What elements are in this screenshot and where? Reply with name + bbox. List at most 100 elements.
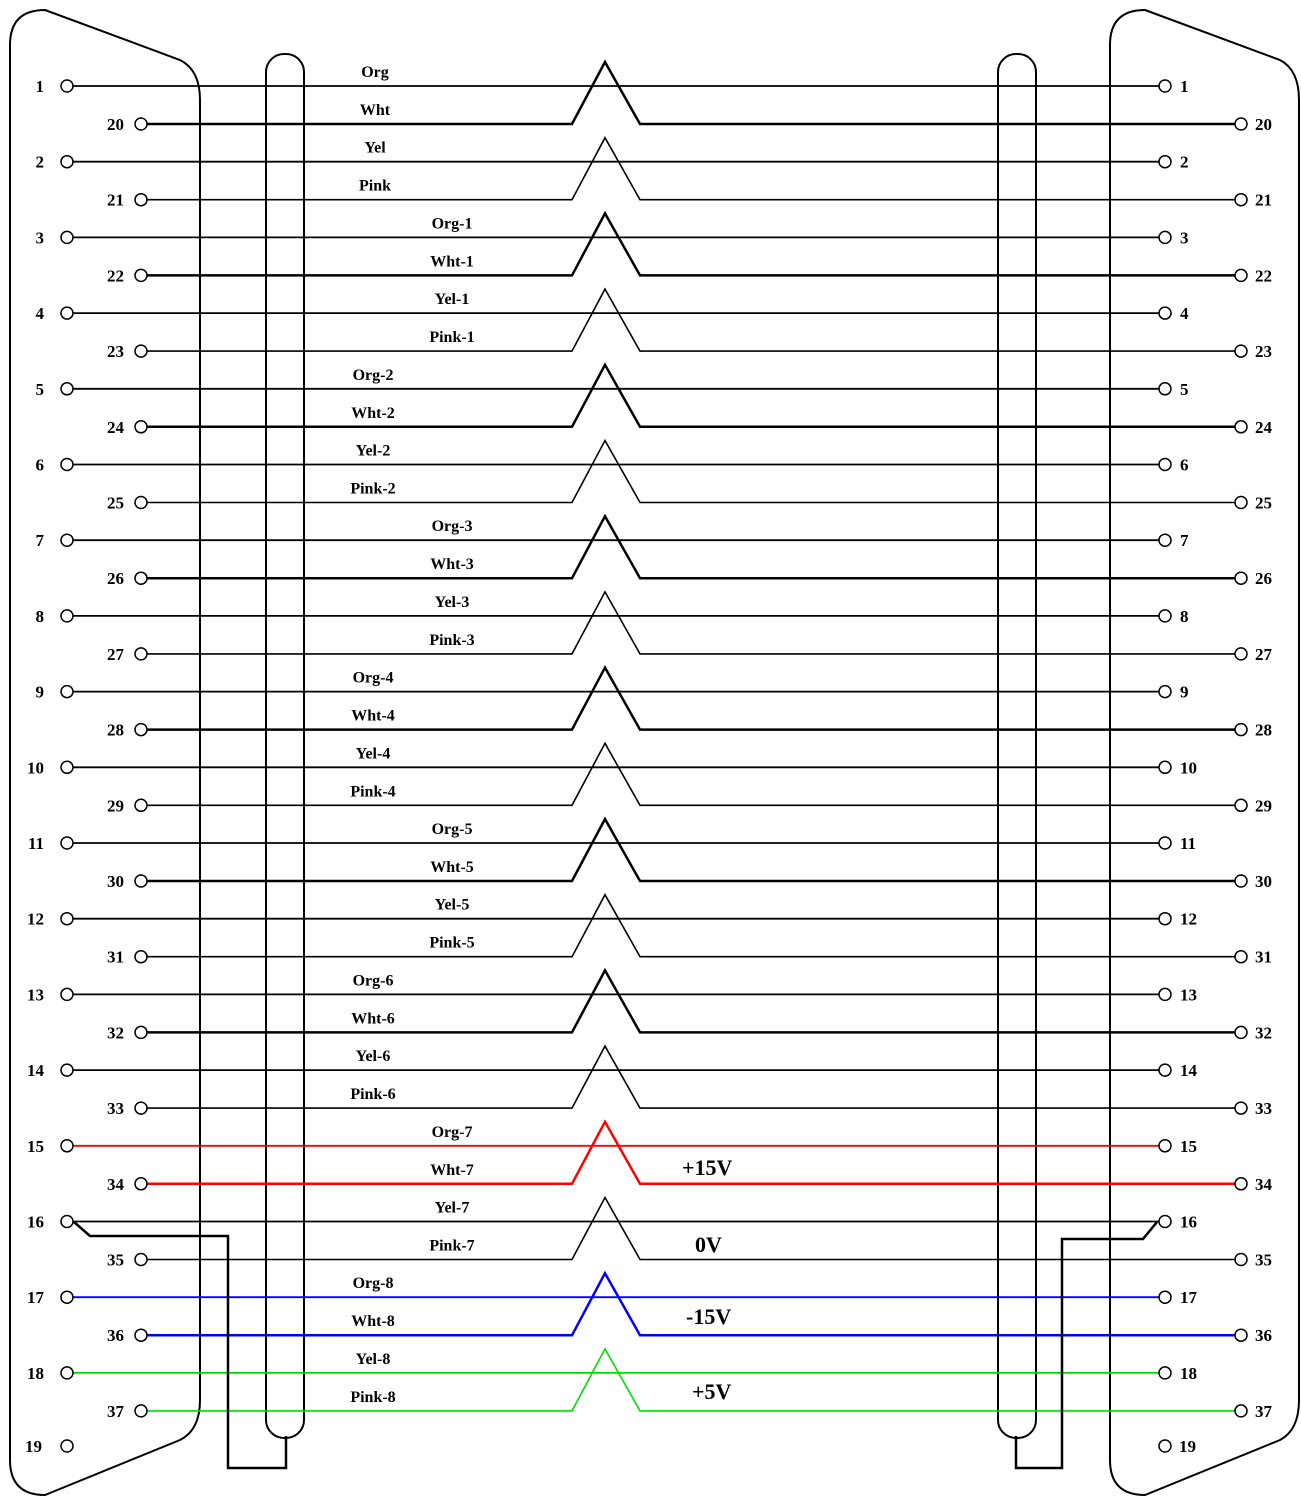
right-pin-7-label: 7 [1180,531,1189,550]
right-pin-24 [1234,420,1248,434]
wire-30 [147,816,1235,883]
wire-label-30: Wht-5 [430,859,474,876]
left-pin-4-label: 4 [36,304,45,323]
left-pin-31-label: 31 [107,948,124,967]
left-pin-33 [134,1101,148,1115]
right-pin-18 [1158,1366,1172,1380]
left-pin-label-19: 19 [25,1437,42,1456]
right-pin-35-label: 35 [1255,1251,1272,1270]
left-pin-31 [134,949,148,964]
wire-label-16: Yel-7 [435,1200,470,1217]
right-pin-7 [1158,533,1172,547]
wire-label-31: Pink-5 [429,935,474,952]
right-pin-21-label: 21 [1255,191,1272,210]
right-pin-26 [1234,571,1248,585]
wire-label-21: Pink [359,178,391,195]
left-pin-20-label: 20 [107,115,124,134]
right-pin-33-label: 33 [1255,1099,1272,1118]
right-pin-25-label: 25 [1255,494,1272,513]
left-pin-28 [134,722,148,737]
right-pin-36 [1234,1328,1248,1342]
wire-28 [147,665,1235,731]
right-pin-5-label: 5 [1180,380,1189,399]
left-pin-17 [60,1290,74,1304]
left-pin-2 [60,154,74,169]
wire-23 [147,287,1235,352]
wire-label-2: Yel [364,140,386,157]
left-pin-8 [60,609,74,623]
left-pin-35-label: 35 [107,1251,124,1270]
wire-label-25: Pink-2 [350,481,395,498]
wire-27 [147,590,1235,655]
wire-20 [147,59,1235,126]
wire-31 [147,893,1235,958]
left-pin-32-label: 32 [107,1023,124,1042]
right-pin-15-label: 15 [1180,1137,1197,1156]
left-shield-drain-wire [73,1221,288,1470]
right-pin-8 [1158,609,1172,623]
left-pin-30 [134,874,148,888]
right-pin-37 [1234,1404,1248,1418]
wire-32 [147,967,1235,1034]
wire-label-20: Wht [360,102,391,119]
left-pin-6 [60,457,74,472]
right-pin-29-label: 29 [1255,796,1272,815]
wire-label-23: Pink-1 [429,329,474,346]
wire-label-14: Yel-6 [356,1048,391,1065]
wire-label-22: Wht-1 [430,253,474,270]
left-pin-13-label: 13 [27,985,44,1004]
wire-label-26: Wht-3 [430,556,474,573]
wire-21 [147,136,1235,201]
wire-label-1: Org [361,64,389,81]
right-pin-8-label: 8 [1180,607,1189,626]
left-pin-11-label: 11 [28,834,44,853]
right-shield-drain-wire [1014,1221,1158,1470]
wire-26 [147,513,1235,580]
right-pin-30-label: 30 [1255,872,1272,891]
wire-37 [147,1347,1235,1412]
right-pin-24-label: 24 [1255,418,1273,437]
right-pin-28-label: 28 [1255,721,1272,740]
wire-29 [147,741,1235,807]
left-pin-25 [134,495,148,510]
left-pin-30-label: 30 [107,872,124,891]
left-pin-27-label: 27 [107,645,125,664]
left-pin-12-label: 12 [27,910,44,929]
right-pin-14 [1158,1063,1172,1077]
right-pin-22 [1234,268,1248,283]
right-pin-16-label: 16 [1180,1213,1197,1232]
wire-label-12: Yel-5 [435,897,470,914]
left-pin-37-label: 37 [107,1402,125,1421]
right-pin-12-label: 12 [1180,910,1197,929]
right-pin-23 [1234,344,1248,358]
left-cable-jacket [265,53,305,1439]
voltage-label-0v: 0V [695,1232,722,1257]
right-pin-10-label: 10 [1180,758,1197,777]
wire-35 [147,1195,1235,1261]
wire-25 [147,438,1235,504]
left-pin-15 [60,1139,74,1153]
right-pin-27 [1234,647,1248,661]
wire-label-36: Wht-8 [351,1313,395,1330]
wire-label-27: Pink-3 [429,632,474,649]
left-pin-27 [134,647,148,661]
wire-labels: Org Wht Yel Pink Org-1 Wht-1 Yel-1 Pink-1 Org-2 W… [350,64,474,1406]
right-pin-23-label: 23 [1255,342,1272,361]
right-pin-30 [1234,874,1248,888]
left-pin-23-label: 23 [107,342,124,361]
left-pin-14 [60,1063,74,1077]
right-pin-3 [1158,230,1172,245]
wire-label-8: Yel-3 [435,594,470,611]
wire-label-15: Org-7 [432,1124,473,1141]
wire-label-32: Wht-6 [351,1010,395,1027]
wire-label-4: Yel-1 [435,291,470,308]
right-pin-4 [1158,306,1172,320]
left-pin-5-label: 5 [36,380,45,399]
right-pin-13-label: 13 [1180,985,1197,1004]
right-pin-18-label: 18 [1180,1364,1197,1383]
left-pin-37 [134,1404,148,1418]
left-pin-24-label: 24 [107,418,125,437]
left-pin-17-label: 17 [27,1288,45,1307]
wire-label-5: Org-2 [353,367,394,384]
wire-label-33: Pink-6 [350,1086,395,1103]
